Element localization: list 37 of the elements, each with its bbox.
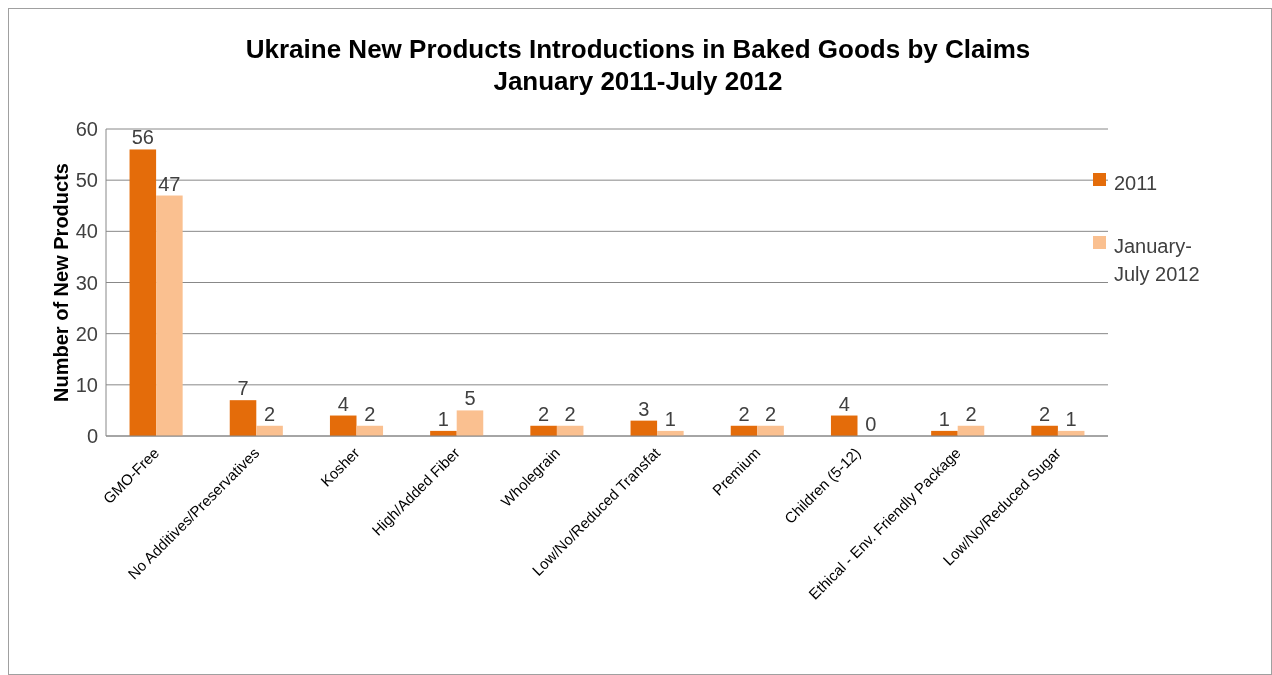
data-label: 2: [538, 402, 550, 425]
bar: [456, 410, 484, 436]
data-label: 2: [1039, 402, 1051, 425]
y-tick-label: 30: [75, 271, 98, 294]
data-label: 1: [938, 407, 950, 430]
y-tick-label: 0: [86, 425, 98, 447]
y-tick-label: 20: [75, 322, 98, 345]
data-label: 1: [437, 407, 449, 430]
data-label: 1: [1065, 407, 1077, 430]
data-label: 2: [364, 402, 376, 425]
bar: [156, 195, 183, 436]
data-label: 2: [564, 402, 576, 425]
y-tick-label: 10: [75, 373, 98, 396]
data-label: 56: [131, 126, 154, 149]
legend-label: 2011: [1114, 172, 1158, 194]
data-label: 0: [865, 413, 877, 435]
y-tick-label: 40: [75, 220, 98, 243]
y-tick-label: 60: [75, 118, 98, 140]
bar: [229, 400, 257, 436]
y-tick-label: 50: [75, 169, 98, 192]
chart-title: Ukraine New Products Introductions in Baked Goods by Claims January 2011-July 2012: [245, 34, 1031, 96]
y-axis-title: Number of New Products: [50, 163, 72, 402]
data-label: 2: [965, 402, 977, 425]
bar: [329, 415, 357, 436]
bar: [830, 415, 858, 436]
data-label: 1: [664, 407, 676, 430]
data-label: 4: [337, 392, 349, 415]
data-label: 47: [158, 172, 181, 195]
data-label: 2: [264, 402, 276, 425]
bar: [129, 149, 157, 436]
data-label: 5: [464, 387, 476, 410]
data-label: 4: [838, 392, 850, 415]
data-label: 2: [738, 402, 750, 425]
data-label: 2: [765, 402, 777, 425]
data-label: 3: [638, 397, 650, 420]
data-label: 7: [237, 377, 249, 400]
legend-label: January-July 2012: [1114, 235, 1200, 285]
